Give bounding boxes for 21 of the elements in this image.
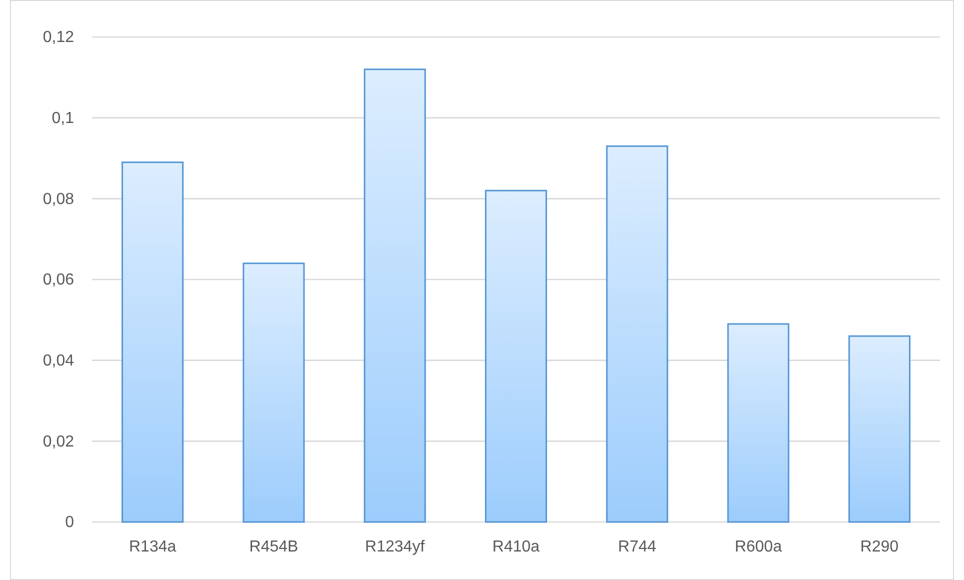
- y-tick-label: 0,06: [42, 272, 74, 289]
- x-tick-label: R454B: [249, 538, 298, 556]
- x-tick-label: R410a: [492, 538, 540, 556]
- y-tick-label: 0,04: [42, 352, 74, 370]
- y-tick-label: 0,02: [42, 433, 74, 450]
- x-tick-label: R1234yf: [365, 538, 426, 556]
- bar: [242, 262, 305, 523]
- bar: [848, 335, 910, 523]
- x-tick-label: R744: [618, 538, 656, 556]
- y-tick-label: 0,12: [42, 29, 74, 46]
- x-tick-label: R600a: [734, 538, 782, 556]
- bar: [122, 162, 184, 523]
- bar: [606, 145, 668, 523]
- y-tick-label: 0: [65, 514, 74, 532]
- bar: [364, 68, 426, 523]
- x-tick-label: R290: [860, 538, 899, 556]
- y-tick-label: 0,1: [52, 110, 74, 127]
- bar: [484, 190, 548, 523]
- y-tick-label: 0,08: [42, 190, 74, 208]
- bar: [727, 323, 790, 523]
- x-tick-label: R134a: [128, 538, 176, 556]
